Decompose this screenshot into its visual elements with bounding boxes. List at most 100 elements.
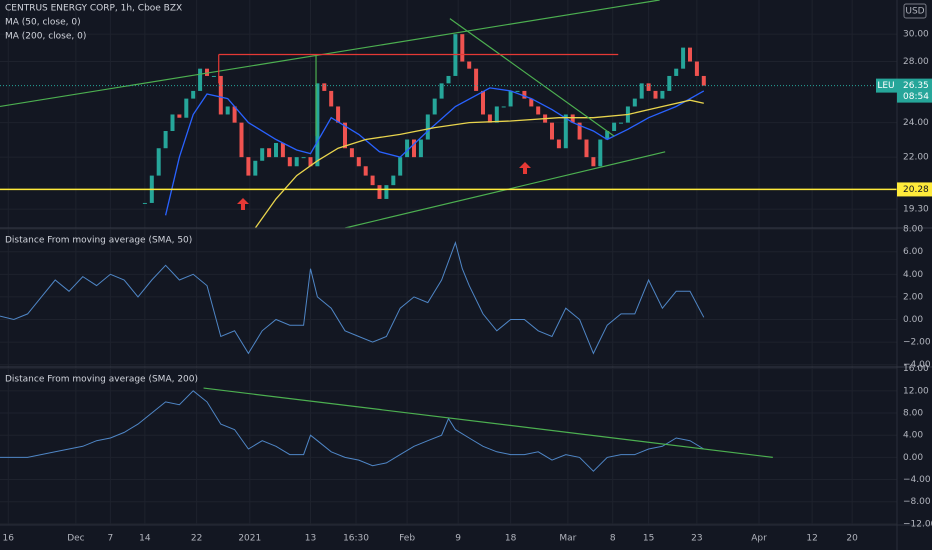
- x-tick-label: 20: [846, 534, 858, 544]
- candle: [232, 106, 237, 123]
- candle: [315, 83, 320, 167]
- currency-box[interactable]: [903, 3, 927, 19]
- candle: [536, 106, 541, 115]
- candle: [529, 98, 534, 107]
- countdown: 08:54: [903, 92, 929, 102]
- candle: [591, 157, 596, 167]
- candle: [515, 90, 520, 92]
- ma-line: [254, 99, 704, 229]
- candle: [660, 90, 665, 99]
- candle: [501, 106, 506, 108]
- candle: [287, 157, 292, 167]
- candle: [349, 148, 354, 158]
- candle: [418, 139, 423, 158]
- x-tick-label: 15: [643, 534, 654, 544]
- candle: [439, 83, 444, 99]
- candle: [260, 148, 265, 161]
- x-tick-label: 13: [305, 534, 316, 544]
- x-tick-label: Mar: [559, 534, 576, 544]
- candle: [474, 68, 479, 91]
- y-tick-label: 12.00: [903, 386, 929, 396]
- candle: [184, 98, 189, 118]
- y-tick-label: 30.00: [903, 30, 929, 40]
- candle: [446, 75, 451, 84]
- y-tick-label: −4.00: [903, 475, 931, 485]
- candle: [619, 122, 623, 124]
- candle: [246, 157, 251, 176]
- x-tick-label: 2021: [238, 534, 261, 544]
- candle: [639, 83, 644, 99]
- symbol-label-bg: [876, 78, 897, 93]
- candle: [218, 75, 223, 115]
- symbol-label: LEU: [877, 81, 894, 91]
- candle: [156, 148, 161, 176]
- main-title: CENTRUS ENERGY CORP, 1h, Cboe BZX: [5, 4, 182, 14]
- candle: [170, 114, 175, 131]
- x-tick-label: 22: [191, 534, 202, 544]
- last-price-bg: [897, 78, 932, 103]
- y-tick-label: 16.00: [903, 364, 929, 374]
- candle: [301, 157, 306, 159]
- x-tick-label: 7: [108, 534, 114, 544]
- x-tick-label: 16:30: [343, 534, 369, 544]
- candle: [605, 130, 610, 140]
- candle: [191, 90, 196, 99]
- grid: [0, 0, 897, 525]
- last-price: 26.35: [903, 81, 929, 91]
- level-label: 20.28: [903, 185, 929, 195]
- candle: [681, 47, 686, 69]
- candle: [274, 142, 278, 158]
- candle: [556, 139, 561, 149]
- candle: [363, 166, 368, 176]
- y-tick-label: 2.00: [903, 292, 923, 302]
- candle: [329, 90, 334, 107]
- candle: [225, 106, 230, 115]
- y-tick-label: −12.00: [903, 519, 932, 529]
- candle: [356, 157, 361, 167]
- candle: [598, 139, 603, 167]
- y-tick-label: −8.00: [903, 497, 931, 507]
- indicator-line: [0, 390, 705, 472]
- candle: [142, 202, 147, 204]
- candle: [391, 175, 396, 186]
- candle: [211, 75, 216, 77]
- x-tick-label: 18: [505, 534, 517, 544]
- x-tick-label: 9: [455, 534, 461, 544]
- candle: [481, 90, 485, 115]
- y-tick-label: 4.00: [903, 270, 923, 280]
- candle: [377, 185, 382, 199]
- candle: [563, 114, 568, 149]
- candle: [701, 75, 706, 86]
- candle: [205, 68, 209, 76]
- candle: [688, 47, 692, 62]
- candle: [267, 148, 272, 158]
- candle: [508, 90, 513, 107]
- candle: [522, 90, 527, 99]
- candle: [667, 75, 672, 91]
- y-tick-label: 8.00: [903, 225, 923, 235]
- candle: [398, 157, 403, 176]
- candle: [653, 90, 658, 99]
- candle: [694, 61, 699, 76]
- candle: [322, 83, 327, 91]
- level-label-bg: [897, 182, 932, 197]
- candle: [570, 114, 575, 123]
- candle: [425, 114, 430, 140]
- candle: [405, 139, 410, 158]
- trendline: [0, 0, 660, 108]
- candle: [612, 122, 617, 131]
- indicator-line: [0, 241, 705, 355]
- y-tick-label: 19.30: [903, 205, 929, 215]
- candle: [239, 122, 244, 158]
- arrow-up: [519, 162, 531, 174]
- y-tick-label: 22.00: [903, 153, 929, 163]
- legend-entry: MA (200, close, 0): [5, 32, 86, 42]
- candle: [674, 68, 679, 76]
- candle: [432, 98, 437, 115]
- y-tick-label: 0.00: [903, 453, 923, 463]
- candle: [336, 106, 341, 123]
- candle: [280, 142, 285, 158]
- y-tick-label: −2.00: [903, 338, 931, 348]
- y-tick-label: 6.00: [903, 247, 923, 257]
